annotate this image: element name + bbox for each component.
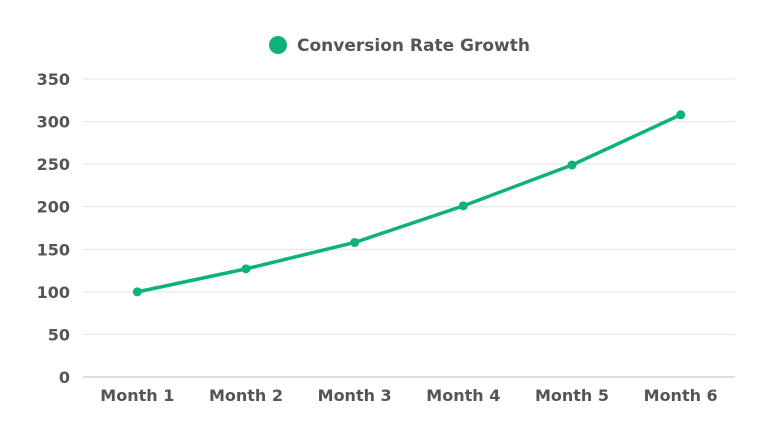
series-line (135, 113, 683, 294)
legend-marker (269, 36, 287, 54)
x-axis-ticks: Month 1 Month 2 Month 3 Month 4 Month 5 Month… (100, 386, 717, 405)
x-tick-label: Month 6 (644, 386, 718, 405)
legend: Conversion Rate Growth (269, 36, 530, 56)
x-tick-label: Month 1 (100, 386, 174, 405)
y-axis-ticks: 0 50 100 150 200 250 300 350 (37, 70, 70, 387)
y-tick-label: 200 (37, 198, 70, 217)
y-tick-label: 250 (37, 155, 70, 174)
y-tick-label: 0 (59, 368, 70, 387)
y-tick-label: 100 (37, 283, 70, 302)
y-tick-label: 150 (37, 240, 70, 259)
y-tick-label: 300 (37, 113, 70, 132)
data-point (132, 287, 142, 297)
series-conversion-rate-growth (132, 110, 686, 297)
y-tick-label: 350 (37, 70, 70, 89)
legend-label: Conversion Rate Growth (297, 36, 530, 56)
x-tick-label: Month 3 (318, 386, 392, 405)
x-tick-label: Month 5 (535, 386, 609, 405)
data-point (676, 110, 686, 120)
data-point (567, 160, 577, 170)
grid-lines (83, 78, 735, 335)
y-tick-label: 50 (48, 325, 70, 344)
x-tick-label: Month 4 (426, 386, 500, 405)
x-tick-label: Month 2 (209, 386, 283, 405)
data-point (350, 237, 360, 247)
data-point (458, 201, 468, 211)
data-point (241, 264, 251, 274)
